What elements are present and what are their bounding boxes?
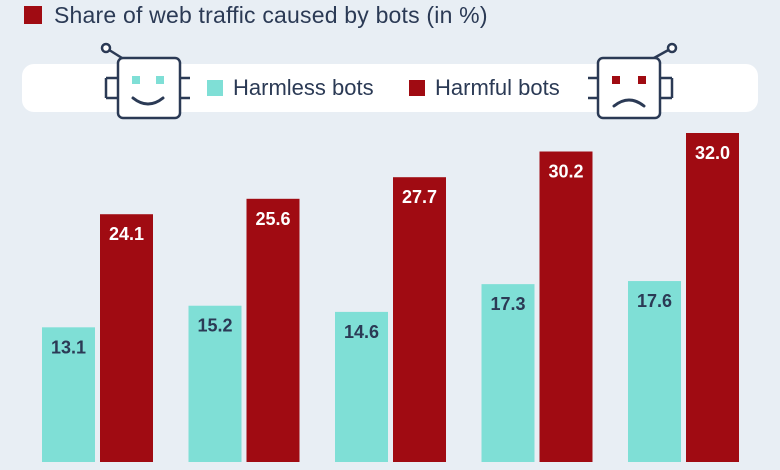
bar-label-harmless-0: 13.1	[51, 337, 86, 357]
bar-harmless-1	[188, 305, 242, 462]
legend-swatch-harmful	[409, 80, 425, 96]
bar-harmless-0	[42, 327, 95, 462]
bar-harmful-1	[246, 198, 300, 463]
bar-label-harmless-4: 17.6	[637, 291, 672, 311]
bar-label-harmless-3: 17.3	[490, 294, 525, 314]
legend-item-harmless: Harmless bots	[207, 64, 374, 112]
bar-label-harmful-2: 27.7	[402, 187, 437, 207]
bar-label-harmless-1: 15.2	[197, 316, 232, 336]
sad-robot-icon	[588, 42, 678, 120]
bar-label-harmless-2: 14.6	[344, 322, 379, 342]
subtitle-swatch	[24, 6, 42, 24]
chart-subtitle-row: Share of web traffic caused by bots (in …	[24, 0, 488, 30]
legend-item-harmful: Harmful bots	[409, 64, 560, 112]
bar-label-harmful-3: 30.2	[548, 162, 583, 182]
bar-label-harmful-0: 24.1	[109, 224, 144, 244]
bar-harmless-2	[335, 311, 388, 462]
bar-harmless-4	[628, 281, 681, 462]
happy-robot-icon	[100, 42, 190, 120]
legend-label-harmless: Harmless bots	[233, 75, 374, 100]
bar-harmful-0	[100, 214, 153, 462]
legend-swatch-harmless	[207, 80, 223, 96]
bar-harmful-4	[686, 133, 739, 462]
bar-label-harmful-4: 32.0	[695, 143, 730, 163]
legend-label-harmful: Harmful bots	[435, 75, 560, 100]
bar-harmless-3	[481, 284, 535, 462]
bar-harmful-2	[393, 177, 446, 462]
bar-label-harmful-1: 25.6	[255, 209, 290, 229]
chart-subtitle: Share of web traffic caused by bots (in …	[54, 1, 488, 28]
bar-harmful-3	[539, 151, 593, 462]
